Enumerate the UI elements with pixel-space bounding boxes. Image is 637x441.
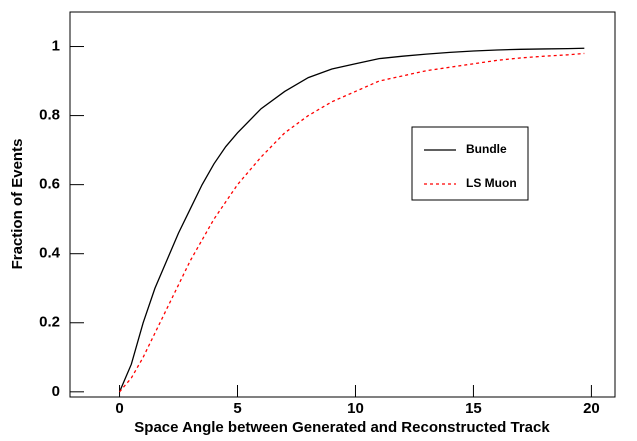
y-tick-label: 0.6 bbox=[39, 176, 60, 193]
y-tick-label: 0.2 bbox=[39, 314, 60, 331]
y-tick-label: 0.8 bbox=[39, 107, 60, 124]
x-tick-label: 5 bbox=[233, 400, 241, 417]
y-tick-label: 0 bbox=[52, 383, 60, 400]
plot-frame bbox=[69, 11, 616, 398]
x-axis-label: Space Angle between Generated and Recons… bbox=[134, 419, 550, 436]
x-tick-label: 10 bbox=[347, 400, 364, 417]
y-tick-label: 1 bbox=[52, 37, 60, 54]
x-tick-label: 15 bbox=[465, 400, 482, 417]
series-line bbox=[119, 52, 585, 393]
series-line bbox=[118, 47, 585, 393]
legend-label: LS Muon bbox=[466, 176, 517, 190]
y-axis-label: Fraction of Events bbox=[9, 139, 26, 270]
x-tick-label: 20 bbox=[583, 400, 600, 417]
y-tick-label: 0.4 bbox=[39, 245, 61, 262]
legend-label: Bundle bbox=[466, 142, 507, 156]
legend-box bbox=[411, 126, 529, 201]
x-tick-label: 0 bbox=[115, 400, 123, 417]
